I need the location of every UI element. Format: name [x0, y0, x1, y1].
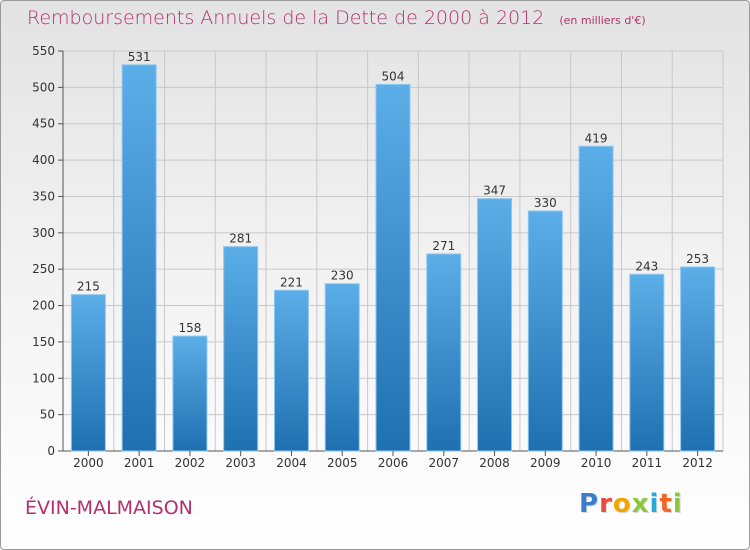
bar: [324, 283, 360, 452]
bar: [477, 198, 513, 452]
bar: [578, 145, 614, 452]
bar: [172, 335, 208, 452]
logo-letter: t: [659, 489, 673, 519]
city-name: ÉVIN-MALMAISON: [25, 497, 193, 519]
y-tick-label: 250: [32, 262, 55, 276]
data-label: 158: [178, 321, 201, 335]
bar: [223, 246, 259, 452]
y-tick-label: 350: [32, 189, 55, 203]
bar: [121, 64, 157, 452]
bar: [70, 294, 106, 452]
data-label: 504: [382, 69, 405, 83]
data-label: 253: [686, 252, 709, 266]
x-tick-label: 2000: [73, 456, 104, 470]
bar: [375, 83, 411, 452]
x-tick-label: 2011: [632, 456, 663, 470]
y-tick-label: 200: [32, 299, 55, 313]
x-tick-label: 2008: [479, 456, 510, 470]
data-label: 221: [280, 275, 303, 289]
data-label: 243: [635, 259, 658, 273]
data-label: 330: [534, 196, 557, 210]
y-tick-label: 550: [32, 44, 55, 58]
data-label: 347: [483, 184, 506, 198]
bar: [629, 273, 665, 452]
x-tick-label: 2012: [682, 456, 713, 470]
logo-letter: o: [612, 489, 632, 519]
x-tick-label: 2003: [225, 456, 256, 470]
y-tick-label: 100: [32, 371, 55, 385]
y-tick-label: 500: [32, 80, 55, 94]
logo-letter: i: [672, 489, 683, 519]
data-label: 531: [128, 50, 151, 64]
logo-letter: P: [579, 489, 600, 519]
y-tick-label: 0: [47, 444, 55, 458]
chart-unit: (en milliers d'€): [559, 14, 646, 27]
y-tick-label: 50: [40, 408, 55, 422]
x-tick-label: 2005: [327, 456, 358, 470]
data-label: 419: [585, 131, 608, 145]
x-tick-label: 2006: [378, 456, 409, 470]
x-tick-label: 2010: [581, 456, 612, 470]
logo-letter: r: [599, 489, 613, 519]
x-tick-label: 2007: [428, 456, 459, 470]
y-tick-label: 150: [32, 335, 55, 349]
x-tick-label: 2009: [530, 456, 561, 470]
data-label: 271: [432, 239, 455, 253]
y-tick-label: 450: [32, 117, 55, 131]
data-label: 215: [77, 280, 100, 294]
bar: [680, 266, 716, 452]
x-tick-label: 2002: [175, 456, 206, 470]
chart-title: Remboursements Annuels de la Dette de 20…: [27, 7, 646, 29]
x-tick-label: 2001: [124, 456, 155, 470]
proxiti-logo: Proxiti: [579, 489, 683, 519]
logo-letter: i: [649, 489, 660, 519]
bar: [273, 289, 309, 452]
bar: [426, 253, 462, 452]
bar: [527, 210, 563, 452]
data-label: 230: [331, 269, 354, 283]
logo-letter: x: [631, 489, 650, 519]
data-label: 281: [229, 232, 252, 246]
x-tick-label: 2004: [276, 456, 307, 470]
y-tick-label: 300: [32, 226, 55, 240]
chart-title-text: Remboursements Annuels de la Dette de 20…: [27, 7, 545, 29]
y-tick-label: 400: [32, 153, 55, 167]
